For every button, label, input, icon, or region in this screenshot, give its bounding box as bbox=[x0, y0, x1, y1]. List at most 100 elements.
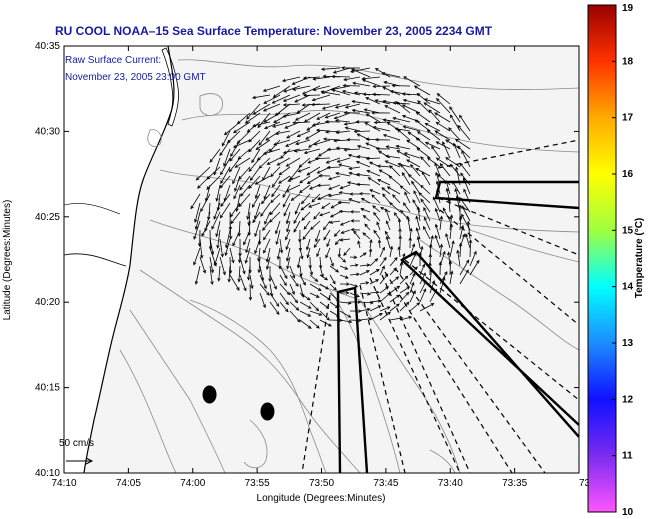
current-vector-head bbox=[382, 118, 387, 122]
current-vector bbox=[276, 229, 281, 245]
current-vector bbox=[196, 166, 211, 181]
current-vector bbox=[229, 256, 231, 274]
current-vector-head bbox=[405, 291, 410, 296]
current-vector-head bbox=[424, 141, 429, 146]
current-vector bbox=[344, 148, 361, 151]
current-vector bbox=[402, 172, 411, 186]
current-vector-head bbox=[365, 156, 370, 161]
river-line bbox=[64, 253, 127, 267]
current-vector-head bbox=[434, 112, 438, 116]
current-vector bbox=[349, 264, 358, 267]
current-vector bbox=[229, 157, 241, 172]
current-vector bbox=[373, 212, 381, 222]
current-vector-head bbox=[459, 114, 463, 119]
current-vector bbox=[307, 247, 311, 258]
current-vector-head bbox=[397, 218, 402, 223]
current-vector bbox=[469, 239, 471, 258]
current-vector bbox=[229, 220, 232, 239]
colorbar-tick-label: 18 bbox=[622, 56, 634, 67]
current-vector-head bbox=[426, 157, 431, 161]
current-vector-head bbox=[194, 281, 199, 285]
current-vector-head bbox=[202, 269, 206, 274]
current-vector bbox=[287, 175, 301, 182]
current-vector-head bbox=[403, 202, 407, 206]
current-vector-head bbox=[201, 233, 205, 237]
current-vector-head bbox=[294, 99, 299, 103]
current-vector-head bbox=[325, 286, 330, 290]
current-vector-head bbox=[294, 117, 299, 121]
current-vector-head bbox=[391, 83, 396, 88]
current-vector bbox=[299, 310, 311, 317]
current-vector bbox=[249, 274, 253, 289]
current-vector bbox=[238, 193, 251, 207]
current-vector bbox=[423, 207, 431, 222]
current-vector bbox=[319, 211, 331, 216]
current-vector bbox=[417, 131, 431, 141]
current-vector bbox=[286, 157, 301, 167]
current-vector-head bbox=[282, 194, 286, 198]
current-vector-head bbox=[410, 164, 414, 168]
current-vector-head bbox=[379, 312, 383, 317]
current-vector bbox=[309, 319, 320, 329]
current-vector bbox=[211, 211, 221, 230]
current-vector bbox=[384, 231, 391, 240]
current-vector bbox=[450, 164, 461, 177]
colorbar-tick-label: 14 bbox=[622, 282, 634, 293]
current-vector-head bbox=[302, 281, 306, 286]
current-vector bbox=[255, 175, 271, 185]
current-vector bbox=[326, 157, 341, 164]
current-vector bbox=[285, 229, 291, 240]
current-vector-head bbox=[282, 98, 287, 102]
current-vector bbox=[293, 220, 301, 233]
current-vector-head bbox=[374, 99, 379, 103]
current-vector bbox=[329, 274, 336, 284]
current-vector bbox=[415, 137, 431, 150]
current-vector-head bbox=[368, 317, 373, 321]
current-vector-head bbox=[456, 249, 460, 254]
current-vector-head bbox=[302, 76, 307, 80]
current-vector-head bbox=[397, 162, 402, 166]
current-vector-head bbox=[338, 163, 343, 167]
current-vector-head bbox=[315, 307, 320, 312]
current-vector-head bbox=[232, 242, 236, 247]
current-vector bbox=[339, 192, 351, 195]
current-vector bbox=[393, 102, 411, 105]
current-vector-head bbox=[334, 105, 339, 109]
current-vector bbox=[439, 244, 443, 258]
current-vector bbox=[264, 121, 281, 129]
current-vector-head bbox=[422, 272, 426, 277]
current-vector-head bbox=[424, 123, 429, 127]
current-vector bbox=[325, 247, 331, 258]
current-vector-head bbox=[361, 78, 366, 83]
current-vector-head bbox=[239, 186, 243, 191]
current-vector-head bbox=[335, 130, 340, 135]
current-vector-head bbox=[413, 85, 418, 89]
current-vector bbox=[270, 166, 281, 177]
current-vector bbox=[449, 215, 453, 231]
current-vector-head bbox=[307, 305, 312, 309]
current-vector bbox=[380, 207, 391, 213]
current-vector bbox=[459, 115, 471, 132]
current-vector-head bbox=[385, 145, 390, 149]
current-vector-head bbox=[436, 97, 440, 102]
current-vector-head bbox=[356, 133, 361, 137]
current-vector bbox=[389, 267, 397, 276]
current-vector-head bbox=[266, 161, 271, 165]
current-vector bbox=[323, 229, 331, 241]
current-vector bbox=[369, 313, 383, 321]
current-vector bbox=[417, 100, 431, 114]
current-vector bbox=[414, 119, 431, 132]
current-vector bbox=[366, 113, 381, 123]
current-vector bbox=[289, 166, 301, 180]
current-vector-head bbox=[385, 220, 390, 225]
current-vector-head bbox=[207, 216, 211, 221]
current-vector-head bbox=[327, 193, 332, 198]
current-vector-head bbox=[326, 147, 331, 152]
current-vector-head bbox=[306, 172, 311, 176]
current-vector-head bbox=[384, 105, 388, 109]
current-vector bbox=[299, 292, 311, 301]
current-vector bbox=[279, 265, 288, 279]
colorbar bbox=[587, 4, 617, 513]
current-vector-head bbox=[348, 319, 353, 324]
